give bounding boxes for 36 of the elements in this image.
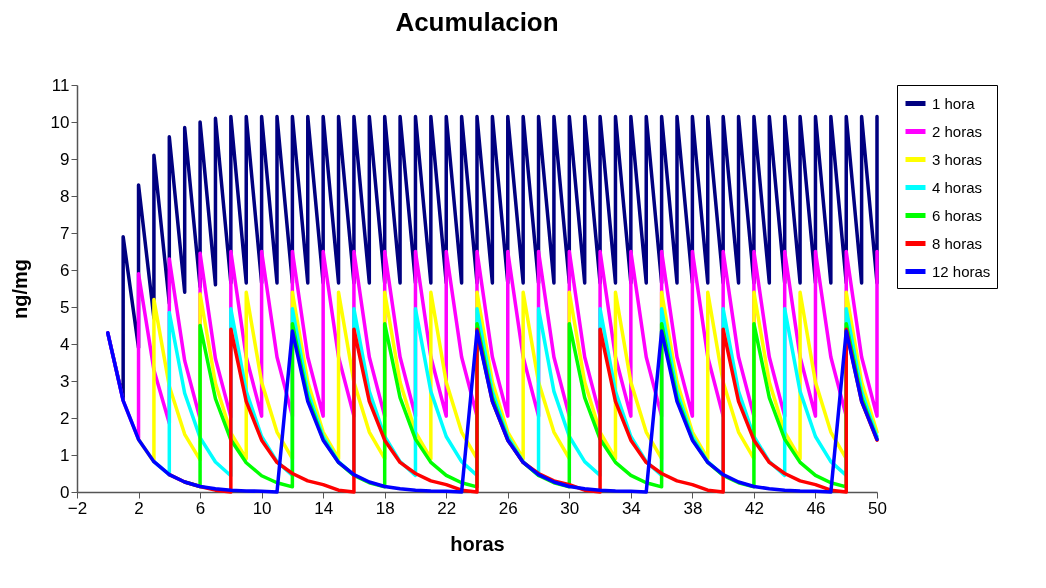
x-tick-label: 26 (498, 498, 518, 518)
chart-title: Acumulacion (395, 7, 559, 37)
x-tick-label: 6 (195, 498, 206, 518)
legend-label: 2 horas (932, 122, 983, 140)
y-tick-label: 1 (60, 445, 70, 465)
x-tick-label: 18 (375, 498, 395, 518)
x-tick-label: 30 (560, 498, 580, 518)
x-tick-label: 42 (744, 498, 764, 518)
x-tick-label: 14 (314, 498, 334, 518)
y-tick-label: 11 (51, 75, 70, 95)
y-tick-label: 4 (60, 334, 70, 354)
x-tick-label: 34 (621, 498, 641, 518)
x-tick-label: 38 (683, 498, 703, 518)
x-tick-label: 2 (134, 498, 144, 518)
x-tick-label: 46 (806, 498, 826, 518)
legend-label: 4 horas (932, 178, 983, 196)
y-tick-label: 8 (60, 186, 70, 206)
x-tick-label: 10 (252, 498, 272, 518)
legend-label: 8 horas (932, 234, 983, 252)
y-tick-label: 10 (50, 112, 70, 132)
legend-label: 6 horas (932, 206, 983, 224)
y-tick-label: 6 (60, 260, 70, 280)
y-tick-label: 2 (60, 408, 70, 428)
legend-label: 3 horas (932, 150, 983, 168)
y-tick-label: 0 (60, 482, 70, 502)
y-tick-label: 9 (60, 149, 70, 169)
y-tick-label: 3 (60, 371, 70, 391)
y-axis-title: ng/mg (8, 259, 31, 319)
x-axis-title: horas (450, 532, 505, 555)
legend-label: 1 hora (932, 94, 976, 112)
y-tick-label: 7 (60, 223, 70, 243)
x-tick-label: −2 (67, 498, 88, 518)
legend-label: 12 horas (932, 262, 991, 280)
x-tick-label: 22 (437, 498, 457, 518)
y-tick-label: 5 (60, 297, 70, 317)
x-tick-label: 50 (868, 498, 887, 518)
